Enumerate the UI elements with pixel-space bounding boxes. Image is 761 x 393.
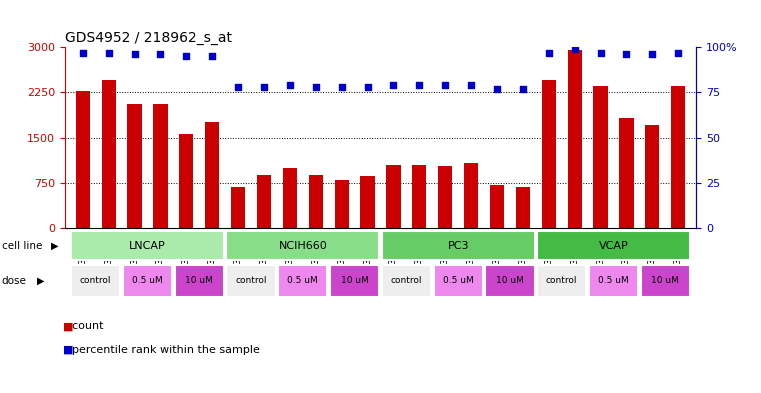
Point xyxy=(620,51,632,57)
Text: 0.5 uM: 0.5 uM xyxy=(132,277,163,285)
Text: cell line: cell line xyxy=(2,241,42,251)
Bar xyxy=(594,86,607,228)
Bar xyxy=(227,231,379,260)
Point xyxy=(206,53,218,59)
Text: LNCAP: LNCAP xyxy=(129,241,166,251)
Bar xyxy=(490,185,504,228)
Point xyxy=(310,84,322,90)
Text: PC3: PC3 xyxy=(447,241,469,251)
Bar xyxy=(537,265,586,297)
Point xyxy=(361,84,374,90)
Bar xyxy=(227,265,275,297)
Point xyxy=(672,50,684,56)
Bar xyxy=(542,80,556,228)
Bar xyxy=(330,265,379,297)
Point xyxy=(413,82,425,88)
Point xyxy=(491,86,503,92)
Text: ■: ■ xyxy=(63,321,74,331)
Text: control: control xyxy=(235,277,267,285)
Point xyxy=(258,84,270,90)
Bar xyxy=(72,231,224,260)
Text: 0.5 uM: 0.5 uM xyxy=(288,277,318,285)
Text: 10 uM: 10 uM xyxy=(186,277,213,285)
Point xyxy=(336,84,348,90)
Bar xyxy=(537,231,689,260)
Point xyxy=(594,50,607,56)
Text: VCAP: VCAP xyxy=(599,241,629,251)
Point xyxy=(103,50,115,56)
Text: GDS4952 / 218962_s_at: GDS4952 / 218962_s_at xyxy=(65,31,231,45)
Bar xyxy=(75,90,90,228)
Bar xyxy=(516,187,530,228)
Bar xyxy=(361,176,374,228)
Point xyxy=(180,53,193,59)
Bar xyxy=(438,167,452,228)
Bar xyxy=(154,105,167,228)
Bar xyxy=(72,265,120,297)
Text: percentile rank within the sample: percentile rank within the sample xyxy=(65,345,260,355)
Bar xyxy=(283,168,297,228)
Bar xyxy=(568,50,581,228)
Text: ▶: ▶ xyxy=(37,276,44,286)
Bar xyxy=(382,231,534,260)
Text: 0.5 uM: 0.5 uM xyxy=(598,277,629,285)
Bar xyxy=(434,265,482,297)
Bar xyxy=(641,265,689,297)
Point xyxy=(154,51,167,57)
Bar xyxy=(464,163,478,228)
Bar xyxy=(619,118,634,228)
Point xyxy=(284,82,296,88)
Text: dose: dose xyxy=(2,276,27,286)
Text: control: control xyxy=(390,277,422,285)
Text: ▶: ▶ xyxy=(51,241,59,251)
Text: control: control xyxy=(80,277,112,285)
Bar xyxy=(412,165,426,228)
Bar xyxy=(257,175,271,228)
Bar xyxy=(387,165,400,228)
Point xyxy=(77,50,89,56)
Bar xyxy=(123,265,172,297)
Bar xyxy=(101,80,116,228)
Bar xyxy=(382,265,431,297)
Bar xyxy=(127,105,142,228)
Text: control: control xyxy=(546,277,578,285)
Point xyxy=(129,51,141,57)
Text: count: count xyxy=(65,321,103,331)
Point xyxy=(232,84,244,90)
Bar xyxy=(486,265,534,297)
Bar xyxy=(205,123,219,228)
Point xyxy=(568,46,581,52)
Text: 10 uM: 10 uM xyxy=(341,277,368,285)
Point xyxy=(517,86,529,92)
Text: 0.5 uM: 0.5 uM xyxy=(443,277,473,285)
Text: ■: ■ xyxy=(63,345,74,355)
Point xyxy=(543,50,555,56)
Text: 10 uM: 10 uM xyxy=(651,277,679,285)
Bar xyxy=(279,265,327,297)
Bar xyxy=(335,180,349,228)
Bar xyxy=(309,175,323,228)
Bar xyxy=(589,265,638,297)
Bar xyxy=(231,187,245,228)
Point xyxy=(439,82,451,88)
Bar xyxy=(175,265,224,297)
Bar xyxy=(645,125,660,228)
Text: 10 uM: 10 uM xyxy=(496,277,524,285)
Bar xyxy=(180,134,193,228)
Point xyxy=(465,82,477,88)
Text: NCIH660: NCIH660 xyxy=(279,241,327,251)
Point xyxy=(646,51,658,57)
Point xyxy=(387,82,400,88)
Bar xyxy=(671,86,686,228)
